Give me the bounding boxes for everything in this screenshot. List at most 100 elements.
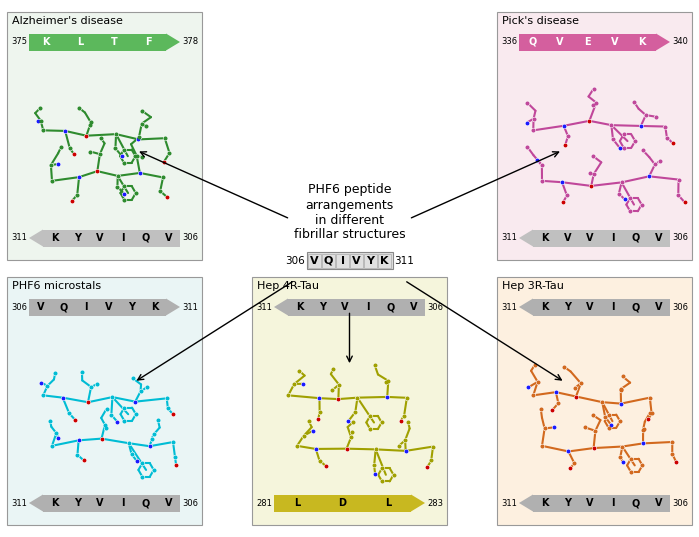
Text: K: K [540,233,548,243]
Text: L: L [294,498,300,508]
Polygon shape [166,33,180,50]
Text: V: V [410,302,417,312]
Text: K: K [151,302,159,312]
Text: Q: Q [528,37,537,47]
Text: 306: 306 [284,256,305,265]
Text: I: I [366,302,370,312]
Text: V: V [563,233,571,243]
FancyBboxPatch shape [533,229,670,246]
Text: F: F [145,37,152,47]
Text: Q: Q [632,233,640,243]
FancyBboxPatch shape [308,253,321,267]
Text: L: L [385,498,391,508]
Text: Y: Y [366,256,375,265]
FancyBboxPatch shape [29,33,166,50]
Text: K: K [540,498,548,508]
FancyBboxPatch shape [378,253,391,267]
Text: I: I [121,233,124,243]
Text: V: V [310,256,319,265]
FancyBboxPatch shape [29,299,166,316]
Text: 311: 311 [182,302,198,311]
Text: V: V [611,37,619,47]
FancyBboxPatch shape [7,12,202,260]
Text: 281: 281 [256,498,272,507]
Text: 378: 378 [182,38,198,47]
Text: Q: Q [632,302,640,312]
Text: K: K [639,37,646,47]
Text: 311: 311 [11,498,27,507]
Text: E: E [584,37,591,47]
Text: V: V [105,302,113,312]
Text: 283: 283 [427,498,443,507]
FancyBboxPatch shape [43,495,180,512]
Polygon shape [274,299,288,316]
Text: V: V [655,498,663,508]
Text: K: K [50,233,58,243]
Text: 375: 375 [11,38,27,47]
Text: Q: Q [324,256,333,265]
Polygon shape [411,495,425,512]
Text: Hep 4R-Tau: Hep 4R-Tau [257,281,319,291]
Text: Y: Y [128,302,135,312]
FancyBboxPatch shape [497,277,692,525]
FancyBboxPatch shape [252,277,447,525]
Text: Alzheimer's disease: Alzheimer's disease [12,16,123,26]
Text: Y: Y [564,498,571,508]
FancyBboxPatch shape [7,277,202,525]
Text: V: V [165,233,173,243]
Text: 311: 311 [501,234,517,243]
Text: V: V [96,233,104,243]
Polygon shape [519,299,533,316]
Text: I: I [85,302,88,312]
Text: Y: Y [319,302,326,312]
Text: V: V [655,302,663,312]
Text: V: V [165,498,173,508]
Text: Q: Q [59,302,67,312]
Text: 306: 306 [427,302,443,311]
Text: L: L [78,37,83,47]
FancyBboxPatch shape [322,253,335,267]
Polygon shape [29,229,43,246]
Polygon shape [519,495,533,512]
FancyBboxPatch shape [519,33,656,50]
FancyBboxPatch shape [288,299,425,316]
Text: Q: Q [632,498,640,508]
Text: 311: 311 [394,256,415,265]
Text: T: T [111,37,118,47]
Text: D: D [338,498,347,508]
Polygon shape [29,495,43,512]
Text: Q: Q [142,498,150,508]
FancyBboxPatch shape [274,495,411,512]
Text: K: K [380,256,389,265]
Text: V: V [556,37,564,47]
Text: I: I [611,233,614,243]
FancyBboxPatch shape [43,229,180,246]
Text: 311: 311 [11,234,27,243]
Text: 340: 340 [672,38,688,47]
Text: K: K [296,302,303,312]
Text: 306: 306 [672,498,688,507]
FancyBboxPatch shape [336,253,349,267]
Text: PHF6 microstals: PHF6 microstals [12,281,101,291]
Text: K: K [43,37,50,47]
Text: Hep 3R-Tau: Hep 3R-Tau [502,281,564,291]
FancyBboxPatch shape [497,12,692,260]
Text: 306: 306 [672,302,688,311]
Text: 336: 336 [501,38,517,47]
Text: V: V [586,302,594,312]
Text: Y: Y [74,498,81,508]
Text: V: V [586,233,594,243]
FancyBboxPatch shape [533,495,670,512]
Text: 306: 306 [182,234,198,243]
Text: 306: 306 [672,234,688,243]
Text: Pick's disease: Pick's disease [502,16,579,26]
Text: 306: 306 [182,498,198,507]
Text: 311: 311 [501,498,517,507]
FancyBboxPatch shape [350,253,363,267]
Text: K: K [50,498,58,508]
Text: V: V [96,498,104,508]
FancyBboxPatch shape [306,252,393,269]
Polygon shape [519,229,533,246]
Text: 311: 311 [501,302,517,311]
Text: V: V [352,256,361,265]
